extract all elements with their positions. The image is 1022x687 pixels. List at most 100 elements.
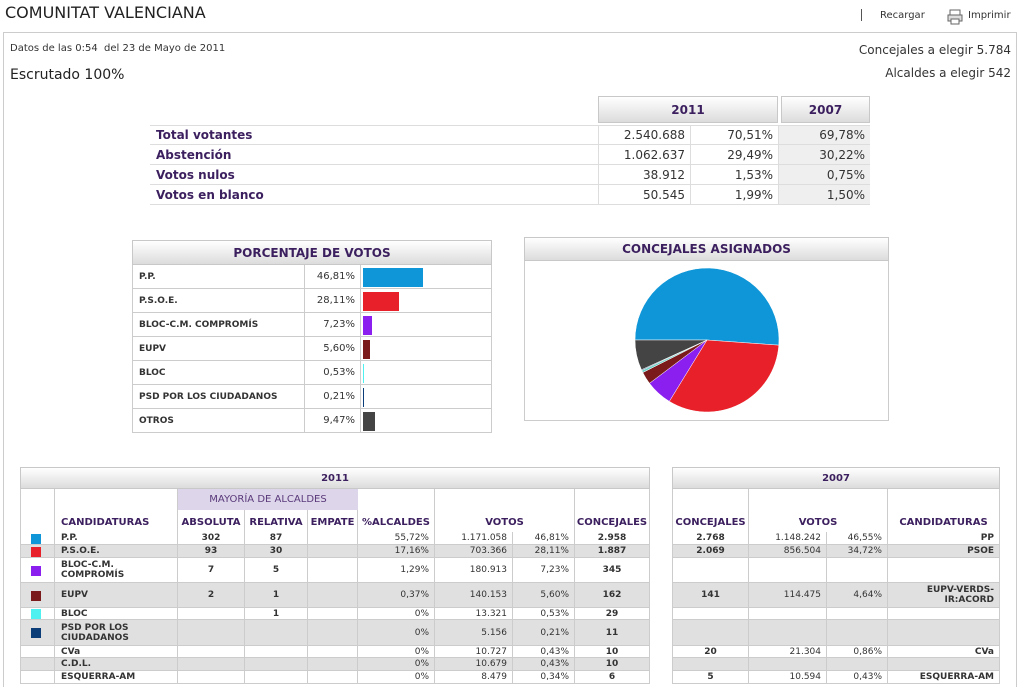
- result-cell: [308, 620, 358, 646]
- result-cell: 1.148.242: [749, 532, 827, 545]
- result-cell: P.S.O.E.: [55, 545, 178, 558]
- scrutiny: Escrutado 100%: [10, 67, 125, 83]
- result-cell: 2.958: [575, 532, 650, 545]
- result-cell: 34,72%: [827, 545, 888, 558]
- vote-bar: [363, 268, 423, 287]
- color-cell: [20, 658, 55, 671]
- print-icon: [947, 9, 963, 25]
- result-cell: [178, 646, 245, 658]
- result-cell: 1: [245, 583, 308, 608]
- result-cell: 21.304: [749, 646, 827, 658]
- summary-label: Abstención: [150, 145, 598, 165]
- bar-cell: [360, 289, 492, 313]
- councillors-to-elect: Concejales a elegir 5.784: [858, 43, 1011, 57]
- print-link[interactable]: Imprimir: [968, 10, 1011, 21]
- result-cell: [827, 658, 888, 671]
- mayors-to-elect: Alcaldes a elegir 542: [885, 66, 1011, 80]
- result-cell: ESQUERRA-AM: [888, 671, 1000, 684]
- reload-link[interactable]: Recargar: [880, 10, 925, 21]
- vote-panel-title: PORCENTAJE DE VOTOS: [132, 240, 492, 265]
- result-cell: 180.913: [435, 558, 513, 583]
- party-name: BLOC-C.M. COMPROMÍS: [132, 313, 305, 337]
- result-cell: [245, 620, 308, 646]
- page-title: COMUNITAT VALENCIANA: [5, 3, 206, 22]
- summary-cell: 70,51%: [690, 125, 778, 145]
- result-cell: PP: [888, 532, 1000, 545]
- result-cell: CVa: [888, 646, 1000, 658]
- result-cell: [672, 608, 749, 620]
- result-cell: EUPV-VERDS-IR:ACORD: [888, 583, 1000, 608]
- result-cell: ESQUERRA-AM: [55, 671, 178, 684]
- result-cell: 5,60%: [513, 583, 575, 608]
- bar-cell: [360, 385, 492, 409]
- result-cell: 13.321: [435, 608, 513, 620]
- summary-cell: 29,49%: [690, 145, 778, 165]
- summary-cell: 38.912: [598, 165, 690, 185]
- result-cell: 1,29%: [358, 558, 435, 583]
- result-cell: [245, 658, 308, 671]
- summary-cell: 69,78%: [778, 125, 870, 145]
- bar-cell: [360, 361, 492, 385]
- column-header: VOTOS: [749, 489, 888, 532]
- result-cell: 141: [672, 583, 749, 608]
- result-cell: 55,72%: [358, 532, 435, 545]
- result-cell: [308, 545, 358, 558]
- result-cell: EUPV: [55, 583, 178, 608]
- party-color: [31, 533, 41, 544]
- result-cell: [749, 558, 827, 583]
- bar-cell: [360, 337, 492, 361]
- color-cell: [20, 646, 55, 658]
- result-cell: 4,64%: [827, 583, 888, 608]
- pie-chart: [634, 267, 780, 413]
- result-cell: 0,34%: [513, 671, 575, 684]
- result-cell: 11: [575, 620, 650, 646]
- year-header: 2011: [20, 467, 650, 489]
- result-cell: [308, 608, 358, 620]
- result-cell: [888, 620, 1000, 646]
- data-date: Datos de las 0:54 del 23 de Mayo de 2011: [10, 43, 226, 54]
- vote-pct: 9,47%: [305, 409, 360, 433]
- summary-cell: 0,75%: [778, 165, 870, 185]
- color-cell: [20, 671, 55, 684]
- pie-slice: [668, 339, 780, 413]
- result-cell: [672, 658, 749, 671]
- party-name: P.P.: [132, 265, 305, 289]
- result-cell: 1.887: [575, 545, 650, 558]
- result-cell: [827, 620, 888, 646]
- bar-cell: [360, 313, 492, 337]
- column-header: %ALCALDES: [358, 489, 435, 532]
- result-cell: [827, 608, 888, 620]
- column-header: CANDIDATURAS: [55, 489, 178, 532]
- result-cell: [178, 620, 245, 646]
- result-cell: 2.069: [672, 545, 749, 558]
- result-cell: 1: [245, 608, 308, 620]
- result-cell: 7: [178, 558, 245, 583]
- result-cell: 5: [245, 558, 308, 583]
- result-cell: 0,43%: [513, 658, 575, 671]
- result-cell: 0,43%: [513, 646, 575, 658]
- summary-label: Votos nulos: [150, 165, 598, 185]
- result-cell: 0%: [358, 658, 435, 671]
- vote-bar: [363, 412, 376, 431]
- summary-label: Votos en blanco: [150, 185, 598, 205]
- result-cell: 345: [575, 558, 650, 583]
- result-cell: 46,81%: [513, 532, 575, 545]
- result-cell: [888, 658, 1000, 671]
- result-cell: [178, 671, 245, 684]
- content-box: [3, 32, 1017, 687]
- party-color: [31, 565, 41, 576]
- bar-cell: [360, 409, 492, 433]
- result-cell: [749, 658, 827, 671]
- result-cell: 46,55%: [827, 532, 888, 545]
- column-header: CONCEJALES: [575, 489, 650, 532]
- result-cell: 93: [178, 545, 245, 558]
- result-cell: 10.594: [749, 671, 827, 684]
- party-name: P.S.O.E.: [132, 289, 305, 313]
- result-cell: P.P.: [55, 532, 178, 545]
- result-cell: [827, 558, 888, 583]
- pie-slice: [634, 339, 708, 371]
- result-cell: 10.727: [435, 646, 513, 658]
- party-color: [31, 590, 41, 601]
- result-cell: 28,11%: [513, 545, 575, 558]
- result-cell: 87: [245, 532, 308, 545]
